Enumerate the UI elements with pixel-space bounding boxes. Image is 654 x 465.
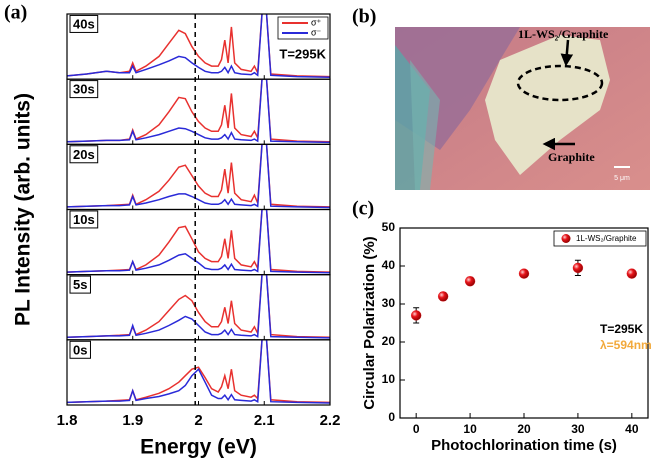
spectrum-line (67, 274, 330, 339)
x-tick-label: 30 (571, 422, 585, 436)
spectrum-line (67, 339, 330, 404)
spectrum-panel (67, 339, 330, 404)
legend-label: σ⁻ (311, 27, 322, 37)
y-tick-label: 30 (382, 296, 396, 310)
x-tick-label: 40 (625, 422, 639, 436)
spectrum-line (67, 209, 330, 274)
y-tick-label: 50 (382, 220, 396, 234)
data-point (626, 268, 637, 279)
x-tick-label: 2.1 (254, 412, 275, 429)
annotation: T=295K (600, 322, 643, 336)
panel-time-label: 30s (73, 82, 95, 97)
panel-label: (c) (352, 198, 374, 220)
panel-frame (66, 208, 331, 276)
spectrum-line (67, 274, 330, 338)
y-axis-label: PL Intensity (arb. units) (12, 93, 35, 326)
panel-time-box (69, 80, 99, 99)
panel-label: (a) (4, 2, 27, 24)
micrograph (395, 27, 650, 190)
spectrum-line (67, 339, 330, 404)
data-point (464, 276, 476, 287)
panel-time-label: 20s (73, 147, 95, 162)
y-tick-label: 40 (382, 258, 396, 272)
x-tick-label: 0 (413, 422, 420, 436)
x-axis-label: Energy (eV) (140, 436, 257, 459)
data-point (518, 268, 530, 279)
spectrum-panel (67, 79, 330, 144)
annotation: T=295K (279, 46, 326, 61)
spectrum-line (67, 79, 330, 144)
spectrum-line (67, 14, 330, 78)
spectrum-panel (67, 144, 330, 209)
legend-box (553, 230, 647, 247)
legend-swatch (561, 234, 571, 243)
spectrum-line (67, 144, 330, 209)
data-point (437, 291, 449, 302)
data-point (411, 310, 422, 321)
x-tick-label: 2 (194, 412, 202, 429)
panel-time-label: 5s (73, 277, 87, 292)
x-tick-label: 10 (463, 422, 477, 436)
data-point (572, 262, 584, 274)
spectrum-line (67, 144, 330, 208)
legend-label: σ⁺ (311, 17, 322, 27)
spectrum-line (67, 209, 330, 273)
scale-bar-label: 5 μm (614, 175, 630, 182)
panel-time-label: 40s (73, 16, 95, 31)
annotation: λ=594nm (600, 338, 652, 352)
x-tick-label: 1.9 (122, 412, 143, 429)
x-tick-label: 2.2 (320, 412, 341, 429)
spectrum-panel (67, 274, 330, 339)
panel-time-box (69, 210, 99, 229)
spectrum-panel (67, 209, 330, 274)
x-axis-label: Photochlorination time (s) (431, 437, 617, 454)
panel-label: (b) (352, 6, 376, 28)
spectrum-line (67, 14, 330, 78)
panel-time-box (69, 145, 99, 164)
y-tick-label: 10 (382, 372, 396, 386)
spectrum-panel (67, 14, 330, 78)
image-label: 1L-WS₂/Graphite (518, 27, 609, 41)
panel-time-box (69, 14, 99, 33)
panel-time-label: 0s (73, 342, 87, 357)
panel-frame (66, 274, 331, 341)
panel-time-box (69, 275, 91, 294)
x-tick-label: 20 (517, 422, 531, 436)
image-label: Graphite (548, 150, 595, 164)
panel-time-label: 10s (73, 212, 95, 227)
x-tick-label: 1.8 (57, 412, 78, 429)
panel-time-box (69, 340, 91, 359)
y-tick-label: 20 (382, 334, 396, 348)
legend-label: 1L-WS₂/Graphite (576, 234, 637, 243)
y-axis-label: Circular Polarization (%) (361, 236, 378, 409)
panel-frame (66, 339, 331, 406)
y-tick-label: 0 (388, 410, 395, 424)
